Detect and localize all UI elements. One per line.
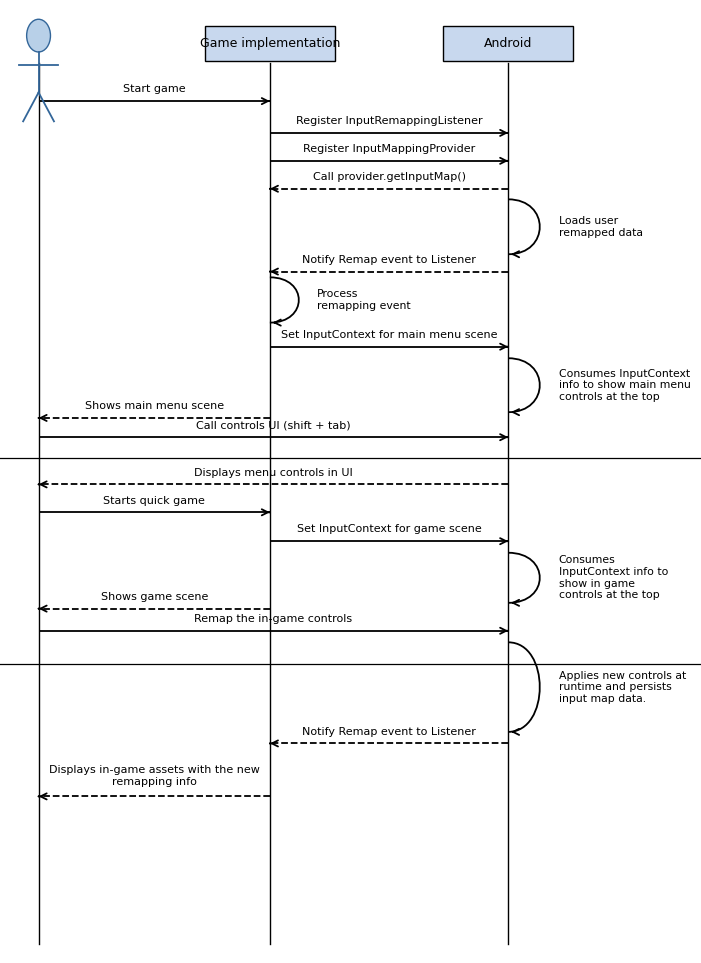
FancyBboxPatch shape [205, 26, 335, 61]
Text: Notify Remap event to Listener: Notify Remap event to Listener [302, 727, 476, 737]
Text: Loads user
remapped data: Loads user remapped data [559, 216, 643, 238]
Text: Set InputContext for game scene: Set InputContext for game scene [297, 525, 482, 534]
Text: Shows main menu scene: Shows main menu scene [85, 402, 224, 411]
Text: Notify Remap event to Listener: Notify Remap event to Listener [302, 255, 476, 265]
Text: Call controls UI (shift + tab): Call controls UI (shift + tab) [196, 421, 350, 430]
Text: Start game: Start game [123, 85, 186, 94]
FancyBboxPatch shape [444, 26, 573, 61]
Text: Set InputContext for main menu scene: Set InputContext for main menu scene [281, 330, 497, 340]
Text: Game implementation: Game implementation [200, 37, 340, 50]
Circle shape [27, 19, 50, 52]
Text: Call provider.getInputMap(): Call provider.getInputMap() [313, 172, 465, 182]
Text: Register InputRemappingListener: Register InputRemappingListener [296, 117, 482, 126]
Text: Consumes InputContext
info to show main menu
controls at the top: Consumes InputContext info to show main … [559, 369, 690, 402]
Text: Displays in-game assets with the new
remapping info: Displays in-game assets with the new rem… [49, 766, 259, 787]
Text: Shows game scene: Shows game scene [100, 592, 208, 602]
Text: Process
remapping event: Process remapping event [317, 289, 411, 311]
Text: Applies new controls at
runtime and persists
input map data.: Applies new controls at runtime and pers… [559, 670, 686, 704]
Text: Android: Android [484, 37, 533, 50]
Text: Displays menu controls in UI: Displays menu controls in UI [194, 468, 353, 478]
Text: Remap the in-game controls: Remap the in-game controls [194, 614, 353, 624]
Text: Consumes
InputContext info to
show in game
controls at the top: Consumes InputContext info to show in ga… [559, 556, 668, 600]
Text: Starts quick game: Starts quick game [103, 496, 205, 506]
Text: Register InputMappingProvider: Register InputMappingProvider [303, 144, 475, 154]
